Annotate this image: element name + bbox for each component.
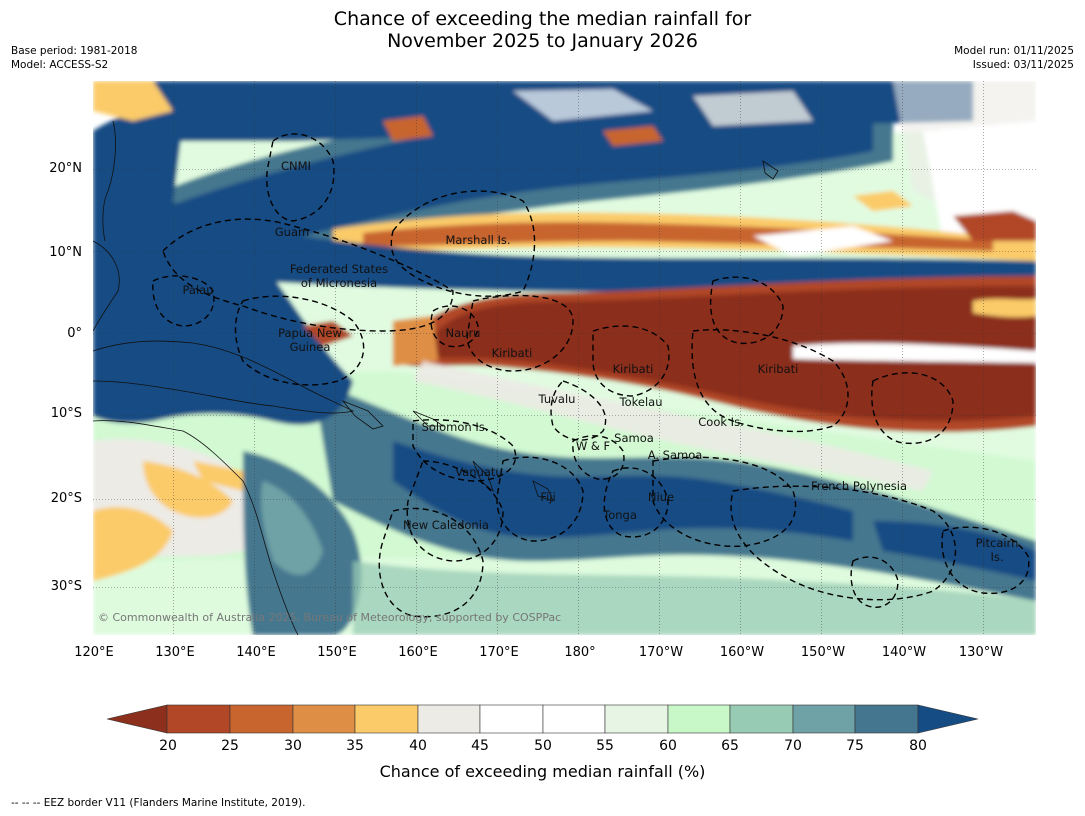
colorbar-tick-20: 20	[159, 738, 177, 754]
colorbar-tick-35: 35	[346, 738, 364, 754]
colorbar-tick-25: 25	[221, 738, 239, 754]
colorbar-bin-50-55	[542, 704, 606, 734]
label-pitcairn-2: Is.	[990, 550, 1003, 564]
colorbar-bin-25-30	[229, 704, 294, 734]
colorbar-bin-65-70	[729, 704, 794, 734]
colorbar-bin-35-40	[354, 704, 419, 734]
label-tokelau: Tokelau	[619, 395, 663, 409]
colorbar-tick-50: 50	[534, 738, 552, 754]
label-tonga: Tonga	[602, 508, 637, 522]
lon-label-160e: 160°E	[398, 645, 438, 660]
label-kiribati-central: Kiribati	[613, 362, 654, 376]
issued-date: Issued: 03/11/2025	[972, 59, 1074, 71]
model-run: Model run: 01/11/2025	[954, 45, 1074, 57]
colorbar-high-extension	[917, 704, 979, 734]
rainfall-field	[93, 81, 1036, 635]
label-new-caledonia: New Caledonia	[403, 518, 489, 532]
label-kiribati-west: Kiribati	[492, 346, 533, 360]
lon-label-160w: 160°W	[719, 645, 765, 660]
colorbar-bin-20-25	[166, 704, 231, 734]
colorbar-tick-30: 30	[284, 738, 302, 754]
label-cnmi: CNMI	[281, 159, 311, 173]
label-tuvalu: Tuvalu	[538, 392, 576, 406]
meta-left: Base period: 1981-2018 Model: ACCESS-S2	[11, 44, 137, 72]
rainfall-map: CNMI Guam Marshall Is. Federated States …	[93, 81, 1036, 635]
copyright-notice: © Commonwealth of Australia 2025, Bureau…	[98, 611, 561, 624]
label-wallis-futuna: W & F	[576, 439, 610, 453]
colorbar-tick-70: 70	[784, 738, 802, 754]
coastlines	[93, 120, 779, 635]
lon-label-170e: 170°E	[479, 645, 519, 660]
label-american-samoa: A. Samoa	[648, 448, 703, 462]
eez-legend-note: -- -- -- EEZ border V11 (Flanders Marine…	[11, 797, 306, 809]
colorbar-bin-40-45	[417, 704, 481, 734]
label-vanuatu: Vanuatu	[455, 465, 502, 479]
lon-label-150w: 150°W	[800, 645, 846, 660]
graticule	[93, 81, 1036, 635]
colorbar-bin-70-75	[792, 704, 856, 734]
lat-label-10s: 10°S	[50, 406, 82, 421]
label-png-1: Papua New	[278, 326, 342, 340]
label-kiribati-east: Kiribati	[758, 362, 799, 376]
label-cook: Cook Is.	[698, 415, 743, 429]
lon-label-150e: 150°E	[317, 645, 357, 660]
label-solomon: Solomon Is.	[422, 420, 489, 434]
label-samoa: Samoa	[614, 431, 654, 445]
label-palau: Palau	[183, 283, 214, 297]
colorbar	[106, 704, 979, 734]
label-pitcairn-1: Pitcairn	[976, 536, 1019, 550]
meta-right: Model run: 01/11/2025 Issued: 03/11/2025	[954, 44, 1074, 72]
lon-label-140e: 140°E	[236, 645, 276, 660]
label-fsm-1: Federated States	[290, 262, 388, 276]
colorbar-bin-60-65	[667, 704, 731, 734]
label-niue: Niue	[648, 490, 674, 504]
label-marshall: Marshall Is.	[445, 233, 510, 247]
place-labels: CNMI Guam Marshall Is. Federated States …	[183, 159, 1019, 564]
eez-borders	[152, 133, 1030, 618]
colorbar-tick-65: 65	[721, 738, 739, 754]
base-period: Base period: 1981-2018	[11, 45, 138, 57]
lon-label-140w: 140°W	[881, 645, 927, 660]
model-name: Model: ACCESS-S2	[11, 59, 109, 71]
lon-label-170w: 170°W	[638, 645, 684, 660]
colorbar-bin-75-80	[854, 704, 919, 734]
lon-label-130w: 130°W	[958, 645, 1004, 660]
lon-label-180: 180°	[564, 645, 596, 660]
colorbar-tick-60: 60	[659, 738, 677, 754]
lat-label-0: 0°	[67, 326, 82, 341]
colorbar-tick-55: 55	[596, 738, 614, 754]
label-nauru: Nauru	[446, 326, 481, 340]
chart-title: Chance of exceeding the median rainfall …	[0, 8, 1085, 52]
title-line-2: November 2025 to January 2026	[387, 30, 698, 52]
label-fsm-2: of Micronesia	[301, 276, 377, 290]
colorbar-tick-75: 75	[846, 738, 864, 754]
colorbar-tick-45: 45	[471, 738, 489, 754]
label-french-polynesia: French Polynesia	[811, 479, 907, 493]
colorbar-tick-80: 80	[909, 738, 927, 754]
colorbar-low-extension	[106, 704, 168, 734]
lat-label-20s: 20°S	[50, 491, 82, 506]
colorbar-bin-55-60	[604, 704, 669, 734]
colorbar-bin-30-35	[292, 704, 356, 734]
label-png-2: Guinea	[290, 340, 331, 354]
lon-label-130e: 130°E	[155, 645, 195, 660]
colorbar-tick-40: 40	[409, 738, 427, 754]
lat-label-30s: 30°S	[50, 579, 82, 594]
label-guam: Guam	[275, 225, 309, 239]
lat-label-20n: 20°N	[49, 161, 82, 176]
colorbar-bin-45-50	[479, 704, 544, 734]
title-line-1: Chance of exceeding the median rainfall …	[333, 8, 752, 30]
lon-label-120e: 120°E	[74, 645, 114, 660]
label-fiji: Fiji	[540, 490, 555, 504]
colorbar-title: Chance of exceeding median rainfall (%)	[379, 762, 706, 781]
lat-label-10n: 10°N	[49, 245, 82, 260]
